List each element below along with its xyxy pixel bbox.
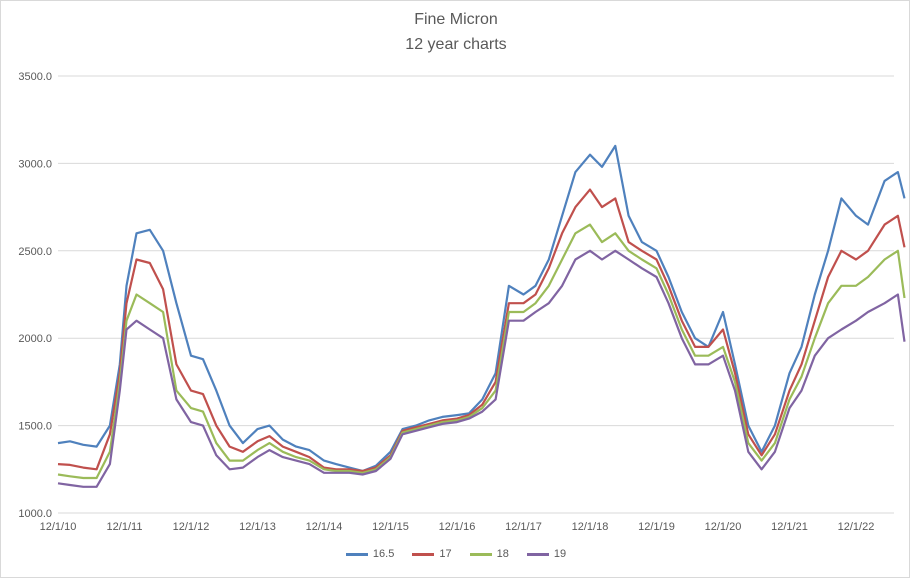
legend-label-18: 18	[496, 548, 509, 560]
legend-item-16-5: 16.5	[345, 548, 395, 560]
x-tick-label: 12/1/11	[107, 521, 143, 533]
legend-swatch-17	[412, 552, 435, 556]
x-tick-label: 12/1/19	[638, 521, 675, 533]
legend-item-19: 19	[526, 548, 567, 560]
x-tick-label: 12/1/16	[439, 521, 476, 533]
x-tick-label: 12/1/14	[306, 521, 343, 533]
y-axis-ticks: 1000.0 1500.0 2000.0 2500.0 3000.0 3500.0	[18, 71, 52, 520]
series-line-17	[57, 188, 906, 473]
chart-title: Fine Micron	[414, 11, 498, 28]
y-tick-label: 1500.0	[18, 421, 52, 433]
legend-item-17: 17	[412, 548, 452, 560]
x-tick-label: 12/1/21	[771, 521, 808, 533]
legend-swatch-19	[526, 552, 549, 556]
x-axis-ticks: 12/1/10 12/1/11 12/1/12 12/1/13 12/1/14 12/1/…	[40, 521, 875, 533]
x-tick-label: 12/1/20	[705, 521, 742, 533]
x-tick-label: 12/1/22	[838, 521, 875, 533]
gridlines	[58, 75, 894, 514]
legend-label-16-5: 16.5	[372, 548, 395, 560]
legend: 16.5 17 18 19	[1, 548, 910, 560]
series-line-16-5	[57, 144, 906, 473]
series-line-19	[57, 249, 906, 488]
legend-label-19: 19	[553, 548, 567, 560]
y-tick-label: 2000.0	[18, 333, 52, 345]
x-tick-label: 12/1/17	[505, 521, 542, 533]
y-tick-label: 3000.0	[18, 158, 52, 170]
x-tick-label: 12/1/18	[572, 521, 609, 533]
x-tick-label: 12/1/15	[372, 521, 409, 533]
x-tick-label: 12/1/10	[40, 521, 77, 533]
x-tick-label: 12/1/13	[239, 521, 276, 533]
y-tick-label: 1000.0	[18, 508, 52, 520]
series-line-18	[57, 223, 906, 480]
y-tick-label: 2500.0	[18, 246, 52, 258]
legend-item-18: 18	[469, 548, 509, 560]
legend-swatch-16-5	[345, 552, 368, 556]
legend-swatch-18	[469, 552, 492, 556]
series-lines	[57, 144, 906, 488]
legend-label-17: 17	[439, 548, 452, 560]
chart-subtitle: 12 year charts	[405, 36, 507, 53]
x-tick-label: 12/1/12	[173, 521, 210, 533]
y-tick-label: 3500.0	[18, 71, 52, 83]
